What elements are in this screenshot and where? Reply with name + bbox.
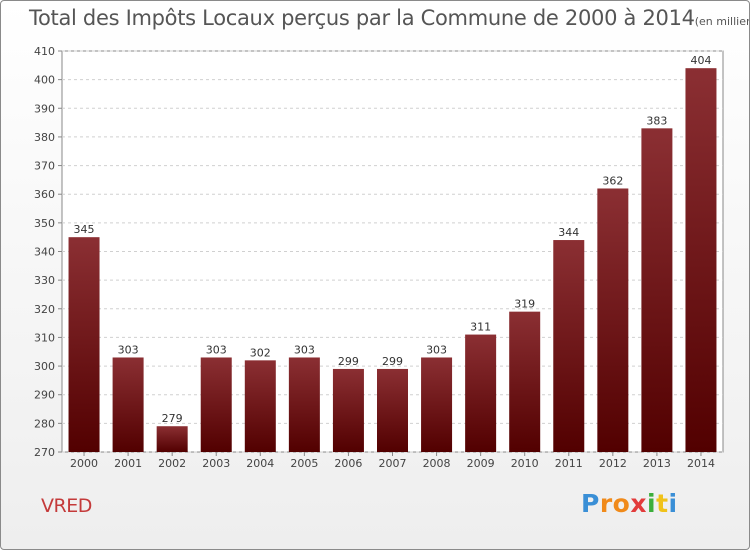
bar <box>288 357 320 452</box>
y-tick-label: 360 <box>34 188 55 201</box>
bar-value-label: 311 <box>470 321 491 334</box>
chart-title: Total des Impôts Locaux perçus par la Co… <box>29 6 749 30</box>
value-labels: 345 303 279 303 302 303 299 299 303 311 319 344 362 3… <box>74 54 712 425</box>
bar-value-label: 345 <box>74 223 95 236</box>
chart-title-main: Total des Impôts Locaux perçus par la Co… <box>29 6 695 30</box>
logo-letter: P <box>581 489 600 518</box>
y-tick-label: 340 <box>34 246 55 259</box>
y-tick-label: 400 <box>34 74 55 87</box>
logo-letter: i <box>668 489 678 518</box>
logo-letter: t <box>656 489 669 518</box>
bar-value-label: 299 <box>382 355 403 368</box>
x-tick-label: 2009 <box>467 457 495 470</box>
x-axis: 2000 2001 2002 2003 2004 2005 2006 2007 2008 2009… <box>70 452 715 470</box>
chart-title-unit: (en milliers d'€) <box>694 15 749 28</box>
x-tick-label: 2012 <box>599 457 627 470</box>
bar-value-label: 303 <box>294 343 315 356</box>
bar <box>156 426 188 452</box>
bar <box>597 188 629 452</box>
x-tick-label: 2014 <box>687 457 715 470</box>
y-tick-label: 330 <box>34 274 55 287</box>
x-tick-label: 2004 <box>246 457 274 470</box>
bar-value-label: 302 <box>250 346 271 359</box>
bar <box>68 237 100 452</box>
y-tick-label: 350 <box>34 217 55 230</box>
bar-value-label: 279 <box>162 412 183 425</box>
bar-value-label: 362 <box>602 174 623 187</box>
y-tick-label: 380 <box>34 131 55 144</box>
logo-letter: o <box>612 489 631 518</box>
proxiti-logo: Proxiti <box>581 489 678 518</box>
y-tick-label: 410 <box>34 45 55 58</box>
logo-letter: x <box>630 489 647 518</box>
bar <box>641 128 673 452</box>
bar <box>465 334 497 452</box>
bar-value-label: 299 <box>338 355 359 368</box>
y-tick-label: 370 <box>34 160 55 173</box>
x-tick-label: 2000 <box>70 457 98 470</box>
bar <box>553 240 585 452</box>
bar <box>244 360 276 452</box>
bar-value-label: 344 <box>558 226 579 239</box>
x-tick-label: 2002 <box>158 457 186 470</box>
x-tick-label: 2001 <box>114 457 142 470</box>
y-axis: 270 280 290 300 310 320 330 340 350 360 370 380 390 4… <box>34 45 62 459</box>
bar-value-label: 303 <box>206 343 227 356</box>
y-tick-label: 310 <box>34 331 55 344</box>
y-tick-label: 390 <box>34 102 55 115</box>
x-tick-label: 2003 <box>202 457 230 470</box>
bar-value-label: 303 <box>426 343 447 356</box>
y-tick-label: 290 <box>34 389 55 402</box>
x-tick-label: 2005 <box>290 457 318 470</box>
bar <box>509 311 541 452</box>
bar-value-label: 303 <box>118 343 139 356</box>
x-tick-label: 2007 <box>379 457 407 470</box>
x-tick-label: 2008 <box>423 457 451 470</box>
bar <box>685 68 717 452</box>
y-tick-label: 320 <box>34 303 55 316</box>
bars <box>68 68 717 452</box>
x-tick-label: 2011 <box>555 457 583 470</box>
logo-letter: r <box>599 489 613 518</box>
y-tick-label: 300 <box>34 360 55 373</box>
bar <box>421 357 453 452</box>
bar <box>200 357 232 452</box>
bar <box>377 368 408 452</box>
logo-letter: i <box>647 489 657 518</box>
commune-name: VRED <box>41 495 92 517</box>
y-tick-label: 270 <box>34 446 55 459</box>
x-tick-label: 2013 <box>643 457 671 470</box>
bar <box>112 357 144 452</box>
bar <box>332 368 364 452</box>
bar-value-label: 404 <box>690 54 711 67</box>
y-tick-label: 280 <box>34 417 55 430</box>
x-tick-label: 2006 <box>334 457 362 470</box>
x-tick-label: 2010 <box>511 457 539 470</box>
bar-value-label: 319 <box>514 298 535 311</box>
bar-value-label: 383 <box>646 114 667 127</box>
